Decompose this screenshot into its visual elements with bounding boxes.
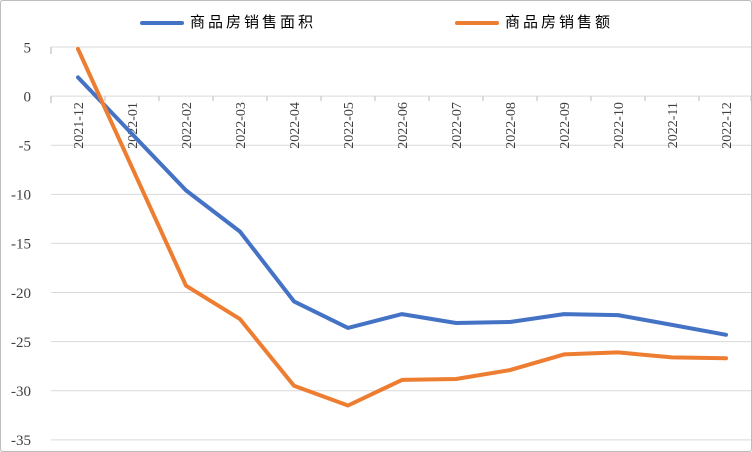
- x-axis-tick-label: 2022-07: [450, 102, 465, 149]
- x-axis-tick-label: 2022-09: [558, 102, 573, 149]
- series-line-amount: [76, 47, 728, 408]
- x-axis-tick-label: 2022-02: [180, 102, 195, 149]
- x-axis-tick-label: 2022-04: [288, 102, 303, 149]
- x-axis-tick-label: 2022-10: [612, 102, 627, 149]
- x-axis-tick-label: 2021-12: [72, 102, 87, 149]
- x-axis-tick-label: 2022-06: [396, 102, 411, 149]
- x-axis-tick-label: 2022-11: [666, 102, 681, 148]
- y-axis-tick-label: -30: [11, 384, 31, 400]
- y-axis-tick-label: -35: [11, 433, 31, 449]
- y-axis-tick-label: 5: [24, 40, 32, 56]
- y-axis-tick-label: 0: [24, 89, 32, 105]
- y-axis-tick-label: -25: [11, 335, 31, 351]
- y-axis-tick-label: -10: [11, 188, 31, 204]
- x-axis-tick-label: 2022-08: [504, 102, 519, 149]
- x-axis-tick-label: 2022-05: [342, 102, 357, 149]
- y-axis-tick-label: -5: [19, 138, 32, 154]
- x-axis-tick-label: 2022-03: [234, 102, 249, 149]
- y-axis-tick-label: -20: [11, 286, 31, 302]
- x-axis-tick-label: 2022-12: [720, 102, 735, 149]
- y-axis-tick-label: -15: [11, 237, 31, 253]
- series-line-area: [76, 75, 728, 337]
